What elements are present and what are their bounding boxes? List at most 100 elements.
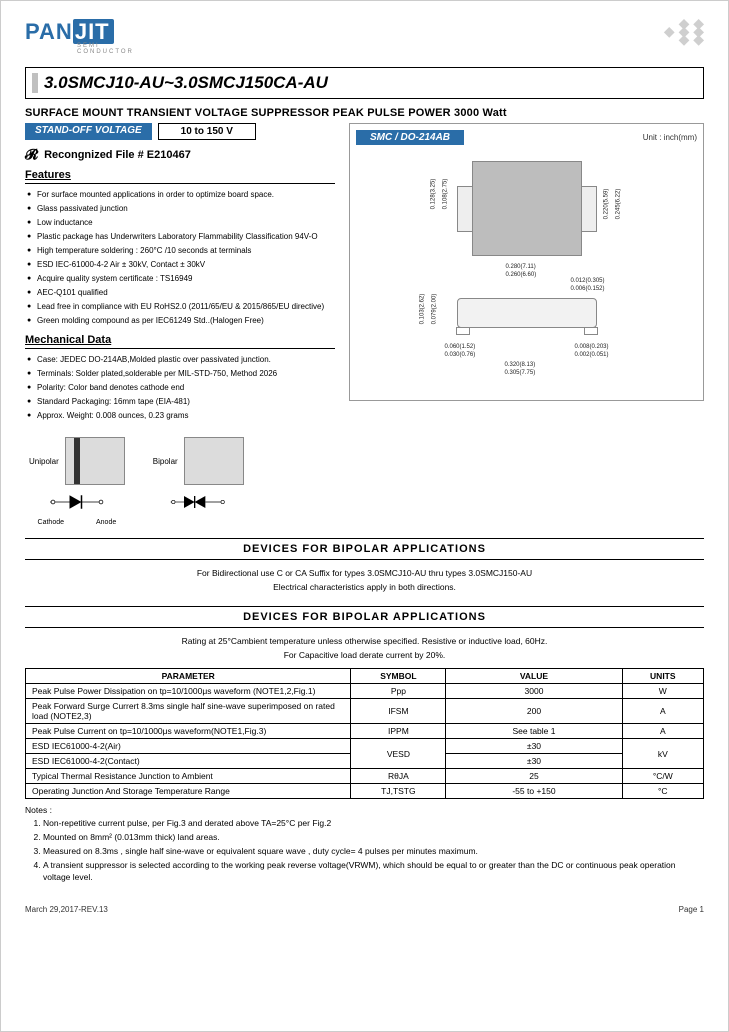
mechanical-heading: Mechanical Data <box>25 334 335 349</box>
cell: 200 <box>446 699 622 724</box>
decorative-dots: ◆ ◆◆ ◆ ◆◆ ◆ <box>664 19 704 43</box>
cell: ±30 <box>446 754 622 769</box>
dim: 0.002(0.051) <box>574 352 608 358</box>
table-row: Peak Forward Surge Currert 8.3ms single … <box>26 699 704 724</box>
header-row: PANJIT SEMI CONDUCTOR ◆ ◆◆ ◆ ◆◆ ◆ <box>25 19 704 55</box>
dim: 0.245(6.22) <box>615 189 621 220</box>
unipolar-diagram: Unipolar Cathode Anode <box>29 437 125 526</box>
cell: Typical Thermal Resistance Junction to A… <box>26 769 351 784</box>
feature-item: Acquire quality system certificate : TS1… <box>27 272 335 286</box>
notes-block: Notes : Non-repetitive current pulse, pe… <box>25 805 704 883</box>
table-row: ESD IEC61000-4-2(Air) VESD ±30 kV <box>26 739 704 754</box>
logo-text: PANJIT <box>25 19 134 45</box>
left-column: STAND-OFF VOLTAGE 10 to 150 V 𝓡 Recongni… <box>25 123 335 423</box>
cathode-label: Cathode <box>38 519 64 526</box>
mech-item: Polarity: Color band denotes cathode end <box>27 381 335 395</box>
cell: Peak Pulse Power Dissipation on tp=10/10… <box>26 684 351 699</box>
package-drawings: 0.128(3.25) 0.108(2.75) 0.245(6.22) 0.22… <box>356 151 697 394</box>
pad-right <box>581 186 597 232</box>
cell: Peak Forward Surge Currert 8.3ms single … <box>26 699 351 724</box>
dim: 0.260(6.60) <box>506 272 537 278</box>
standoff-tag: STAND-OFF VOLTAGE <box>25 123 152 140</box>
datasheet-page: PANJIT SEMI CONDUCTOR ◆ ◆◆ ◆ ◆◆ ◆ 3.0SMC… <box>0 0 729 1032</box>
cell: A <box>622 724 703 739</box>
dim: 0.280(7.11) <box>506 264 536 270</box>
bipolar-heading-1: DEVICES FOR BIPOLAR APPLICATIONS <box>25 538 704 560</box>
tag-row: STAND-OFF VOLTAGE 10 to 150 V <box>25 123 335 140</box>
cell: Operating Junction And Storage Temperatu… <box>26 784 351 799</box>
feature-item: AEC-Q101 qualified <box>27 286 335 300</box>
cell: °C <box>622 784 703 799</box>
footer-page: Page 1 <box>679 905 704 914</box>
table-row: Peak Pulse Power Dissipation on tp=10/10… <box>26 684 704 699</box>
note-item: Mounted on 8mm² (0.013mm thick) land are… <box>43 831 704 843</box>
cell: RθJA <box>351 769 446 784</box>
foot-right <box>584 327 598 335</box>
page-footer: March 29,2017-REV.13 Page 1 <box>25 905 704 914</box>
part-title: 3.0SMCJ10-AU~3.0SMCJ150CA-AU <box>44 73 328 93</box>
feature-item: Glass passivated junction <box>27 202 335 216</box>
top-view-wrap: 0.128(3.25) 0.108(2.75) 0.245(6.22) 0.22… <box>472 161 582 256</box>
cell: IFSM <box>351 699 446 724</box>
cell: IPPM <box>351 724 446 739</box>
right-column: SMC / DO-214AB Unit : inch(mm) 0.128(3.2… <box>349 123 704 423</box>
cell: kV <box>622 739 703 769</box>
cell: VESD <box>351 739 446 769</box>
dim: 0.305(7.75) <box>505 370 536 376</box>
unipolar-terminals: Cathode Anode <box>38 519 117 526</box>
unipolar-label: Unipolar <box>29 457 59 466</box>
file-line: 𝓡 Recongnized File # E210467 <box>25 146 335 163</box>
cell: ±30 <box>446 739 622 754</box>
cell: ESD IEC61000-4-2(Air) <box>26 739 351 754</box>
pad-left <box>457 186 473 232</box>
note-item: Measured on 8.3ms , single half sine-wav… <box>43 845 704 857</box>
notes-list: Non-repetitive current pulse, per Fig.3 … <box>25 817 704 883</box>
th-units: UNITS <box>622 669 703 684</box>
polarity-diagrams: Unipolar Cathode Anode Bipolar <box>25 437 704 526</box>
package-unit: Unit : inch(mm) <box>643 133 697 142</box>
feature-item: For surface mounted applications in orde… <box>27 188 335 202</box>
chip-top-view <box>472 161 582 256</box>
logo-sub: SEMI CONDUCTOR <box>77 43 134 55</box>
feature-item: Lead free in compliance with EU RoHS2.0 … <box>27 300 335 314</box>
title-accent <box>32 73 38 93</box>
logo: PANJIT SEMI CONDUCTOR <box>25 19 134 55</box>
note-item: A transient suppressor is selected accor… <box>43 859 704 883</box>
cell: ESD IEC61000-4-2(Contact) <box>26 754 351 769</box>
th-parameter: PARAMETER <box>26 669 351 684</box>
bipolar-symbol-icon <box>168 489 228 515</box>
foot-left <box>456 327 470 335</box>
logo-pan: PAN <box>25 19 73 44</box>
chip-unipolar-icon <box>65 437 125 485</box>
dim: 0.012(0.305) <box>570 278 604 284</box>
file-label: Recongnized File # E210467 <box>44 149 191 161</box>
cell: Peak Pulse Current on tp=10/1000μs wavef… <box>26 724 351 739</box>
mech-item: Standard Packaging: 16mm tape (EIA-481) <box>27 395 335 409</box>
notes-label: Notes : <box>25 805 704 815</box>
dim: 0.103(2.62) <box>419 294 425 325</box>
bipolar-heading-2: DEVICES FOR BIPOLAR APPLICATIONS <box>25 606 704 628</box>
cell: See table 1 <box>446 724 622 739</box>
bipolar-diagram: Bipolar <box>153 437 244 526</box>
feature-item: Low inductance <box>27 216 335 230</box>
subtitle: SURFACE MOUNT TRANSIENT VOLTAGE SUPPRESS… <box>25 107 704 119</box>
dim: 0.320(8.13) <box>505 362 536 368</box>
table-row: Typical Thermal Resistance Junction to A… <box>26 769 704 784</box>
features-heading: Features <box>25 169 335 184</box>
bipolar-note-1: For Bidirectional use C or CA Suffix for… <box>25 566 704 594</box>
cell: TJ,TSTG <box>351 784 446 799</box>
cell: °C/W <box>622 769 703 784</box>
dim: 0.108(2.75) <box>442 179 448 210</box>
dim: 0.060(1.52) <box>445 344 476 350</box>
chip-side-view <box>457 298 597 328</box>
cell: A <box>622 699 703 724</box>
dim: 0.079(2.00) <box>431 294 437 325</box>
table-header-row: PARAMETER SYMBOL VALUE UNITS <box>26 669 704 684</box>
note-item: Non-repetitive current pulse, per Fig.3 … <box>43 817 704 829</box>
package-header: SMC / DO-214AB Unit : inch(mm) <box>356 130 697 145</box>
th-symbol: SYMBOL <box>351 669 446 684</box>
feature-item: Green molding compound as per IEC61249 S… <box>27 314 335 328</box>
package-box: SMC / DO-214AB Unit : inch(mm) 0.128(3.2… <box>349 123 704 401</box>
main-two-col: STAND-OFF VOLTAGE 10 to 150 V 𝓡 Recongni… <box>25 123 704 423</box>
bipolar-label: Bipolar <box>153 457 178 466</box>
